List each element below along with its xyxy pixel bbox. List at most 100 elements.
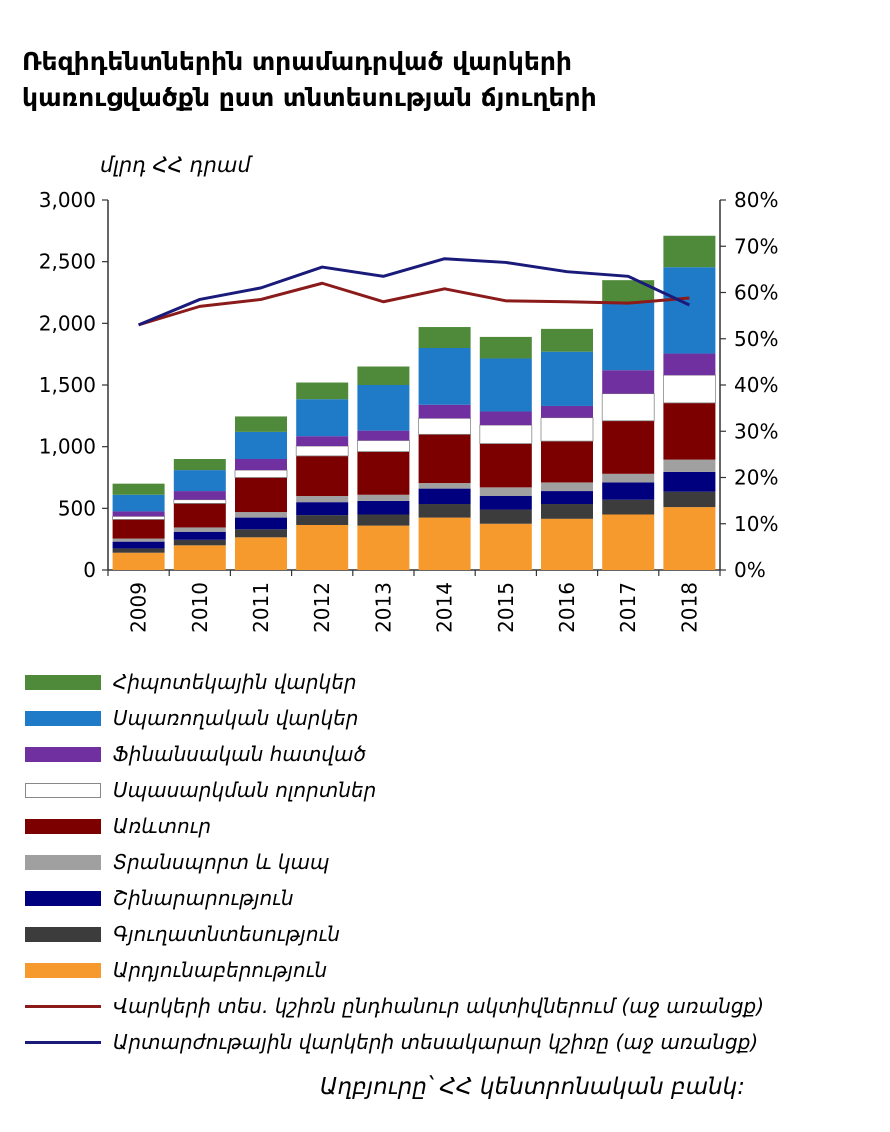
bar-segment-1 [479, 523, 532, 570]
bar-segment-1 [541, 518, 593, 570]
bar-segment-5 [541, 441, 593, 483]
x-axis-tick-label: 2010 [188, 582, 212, 633]
bar-segment-1 [663, 507, 716, 570]
bar-segment-6 [112, 515, 165, 520]
bar-segment-2 [112, 548, 165, 553]
chart-title-line-2: կառուցվածքն ըստ տնտեսության ճյուղերի [22, 83, 597, 112]
right-axis-tick-label: 70% [734, 234, 778, 258]
right-axis-tick-label: 20% [734, 466, 778, 490]
legend-label: Սպառողական վարկեր [113, 706, 359, 730]
legend-item: Ֆինանսական հատված [25, 736, 865, 772]
bar-segment-6 [540, 417, 594, 442]
bar-segment-2 [541, 504, 593, 519]
bar-segment-8 [296, 399, 349, 437]
bar-segment-6 [356, 440, 410, 453]
bar-segment-2 [357, 514, 410, 526]
bar-segment-7 [112, 511, 165, 517]
legend: Հիպոտեկային վարկեր Սպառողական վարկեր Ֆինան… [25, 664, 865, 1060]
bar-segment-3 [541, 491, 593, 505]
legend-item: Գյուղատնտեսություն [25, 916, 865, 952]
bar-segment-8 [541, 351, 593, 406]
x-axis-tick-label: 2009 [127, 582, 151, 633]
legend-item: Վարկերի տես. կշիռն ընդհանուր ակտիվներում… [25, 988, 865, 1024]
bar-segment-8 [418, 348, 471, 405]
bar-segment-4 [663, 459, 716, 472]
legend-swatch [25, 962, 101, 978]
x-axis-tick-label: 2017 [616, 582, 640, 633]
bar-segment-1 [296, 524, 349, 570]
bar-segment-9 [112, 483, 165, 495]
bar-segment-4 [418, 483, 471, 489]
bar-segment-3 [357, 500, 410, 515]
bar-segment-8 [663, 267, 716, 354]
bar-segment-5 [602, 420, 655, 474]
bar-segment-5 [479, 443, 532, 488]
legend-item: Արդյունաբերություն [25, 952, 865, 988]
legend-label: Շինարարություն [113, 886, 294, 910]
line-series-2 [138, 257, 691, 327]
bar-segment-1 [602, 514, 655, 570]
bar-segment-3 [235, 517, 287, 530]
bar-segment-5 [112, 519, 165, 539]
bar-segment-9 [418, 327, 471, 348]
bar-segment-6 [418, 417, 472, 435]
left-axis-tick-label: 2,500 [39, 250, 96, 274]
left-axis-tick-label: 2,000 [39, 311, 96, 335]
left-axis-tick-label: 1,500 [39, 373, 96, 397]
x-axis-tick-label: 2015 [494, 582, 518, 633]
x-axis-tick-label: 2016 [555, 582, 579, 633]
bar-segment-8 [602, 302, 655, 371]
right-axis-tick-label: 80% [734, 188, 778, 212]
legend-item: Հիպոտեկային վարկեր [25, 664, 865, 700]
x-axis-tick-label: 2018 [677, 582, 701, 633]
bar-segment-2 [418, 504, 471, 518]
legend-swatch [25, 854, 101, 870]
legend-label: Արտարժութային վարկերի տեսակարար կշիռը (ա… [113, 1030, 759, 1054]
bar-segment-9 [663, 235, 716, 268]
bar-segment-6 [173, 499, 227, 504]
bar-segment-8 [479, 358, 532, 412]
legend-item: Առևտուր [25, 808, 865, 844]
bar-segment-7 [602, 370, 655, 394]
right-axis-tick-label: 30% [734, 419, 778, 443]
legend-label: Ֆինանսական հատված [113, 742, 366, 766]
bar-segment-4 [235, 512, 287, 518]
bar-segment-3 [112, 541, 165, 549]
bar-segment-7 [663, 353, 716, 376]
legend-item: Սպառողական վարկեր [25, 700, 865, 736]
right-axis-tick-label: 60% [734, 281, 778, 305]
legend-swatch [25, 1004, 101, 1008]
x-axis-tick-label: 2011 [249, 582, 273, 633]
legend-label: Արդյունաբերություն [113, 958, 328, 982]
bar-segment-2 [663, 491, 716, 508]
bar-segment-3 [173, 531, 226, 540]
bar-segment-4 [296, 496, 349, 503]
bar-segment-7 [479, 411, 532, 426]
left-axis-tick-label: 500 [58, 496, 96, 520]
bar-segment-6 [234, 469, 288, 478]
bar-segment-9 [296, 382, 349, 400]
bar-segment-7 [296, 436, 349, 447]
bar-segment-2 [296, 515, 349, 525]
combo-chart: 0 500 1,000 1,500 2,000 2,500 3,000 0% 10% 20% 30%… [39, 188, 779, 633]
bar-segment-4 [541, 482, 593, 492]
bar-segment-5 [357, 451, 410, 495]
right-axis-tick-label: 10% [734, 512, 778, 536]
legend-item: Սպասարկման ոլորտներ [25, 772, 865, 808]
chart-title-line-1: Ռեզիդենտներին տրամադրված վարկերի [22, 47, 572, 76]
bar-segment-7 [418, 404, 471, 419]
bar-segment-6 [479, 424, 533, 444]
bar-segment-1 [418, 517, 471, 570]
right-axis-tick-label: 0% [734, 558, 766, 582]
chart-title: Ռեզիդենտներին տրամադրված վարկերի կառուցվ… [22, 44, 842, 116]
bar-segment-4 [112, 538, 165, 542]
left-axis-tick-label: 0 [83, 558, 96, 582]
bar-segment-6 [663, 374, 716, 404]
legend-item: Արտարժութային վարկերի տեսակարար կշիռը (ա… [25, 1024, 865, 1060]
bar-segment-3 [479, 496, 532, 510]
left-axis-tick-label: 1,000 [39, 435, 96, 459]
x-axis-tick-label: 2012 [310, 582, 334, 633]
legend-item: Տրանսպորտ և կապ [25, 844, 865, 880]
bar-segment-1 [235, 537, 287, 570]
left-axis-tick-label: 3,000 [39, 188, 96, 212]
